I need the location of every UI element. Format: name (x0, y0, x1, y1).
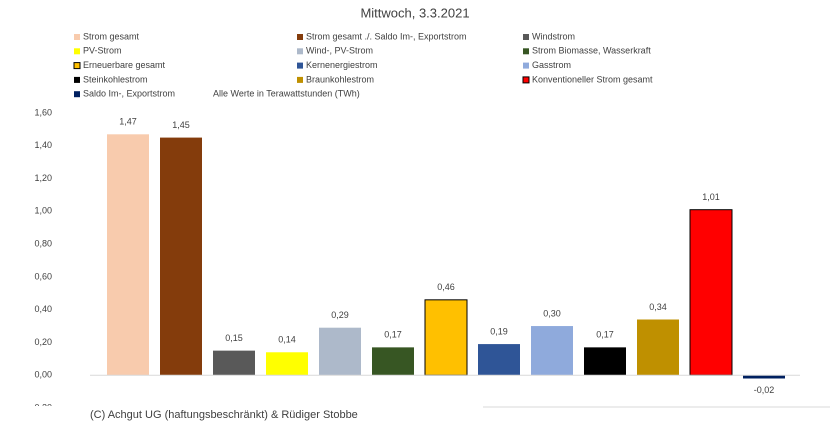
legend-swatch (522, 76, 530, 84)
bar (424, 299, 468, 376)
value-label: 1,45 (172, 120, 190, 130)
legend-label: Erneuerbare gesamt (83, 60, 166, 70)
legend-label: Konventioneller Strom gesamt (532, 74, 653, 84)
y-tick-label: 1,60 (34, 107, 52, 117)
legend-swatch (297, 48, 303, 55)
legend-label: Gasstrom (532, 60, 571, 70)
y-tick-label: 1,20 (34, 173, 52, 183)
bar (319, 327, 361, 376)
legend-label: Braunkohlestrom (306, 74, 374, 84)
legend-swatch (74, 48, 80, 55)
legend-swatch (523, 34, 529, 40)
value-label: 1,01 (702, 192, 720, 202)
legend-label: Saldo Im-, Exportstrom (83, 89, 175, 99)
bar (743, 375, 785, 379)
legend-swatch (523, 48, 529, 55)
legend-label: PV-Strom (83, 46, 122, 56)
bar (478, 344, 520, 376)
bar (213, 350, 255, 376)
legend-label: Wind-, PV-Strom (306, 46, 373, 56)
y-tick-label: 0,20 (34, 337, 52, 347)
legend-swatch (297, 34, 303, 40)
y-tick-label: 0,40 (34, 304, 52, 314)
y-tick-label: 0,60 (34, 271, 52, 281)
value-label: 1,47 (119, 117, 137, 127)
bar (689, 209, 733, 376)
y-tick-label: 1,40 (34, 140, 52, 150)
value-label: 0,17 (596, 330, 614, 340)
legend-swatch (74, 76, 80, 83)
value-label: 0,29 (331, 310, 349, 320)
value-label: 0,14 (278, 335, 296, 345)
bar (160, 137, 202, 376)
bar (531, 326, 573, 376)
value-label: 0,19 (490, 326, 508, 336)
y-axis: -0,20 0,00 0,20 0,40 0,60 0,80 1,00 1,20 1,40 1,6… (31, 107, 52, 412)
note: Alle Werte in Terawattstunden (TWh) (213, 88, 360, 98)
value-label: 0,17 (384, 330, 402, 340)
bar (107, 134, 149, 376)
bar (266, 352, 308, 376)
value-label: 0,30 (543, 308, 561, 318)
value-label: 0,34 (649, 302, 667, 312)
y-tick-label: -0,20 (31, 402, 52, 412)
legend-swatch (523, 62, 529, 69)
legend-swatch (297, 62, 303, 69)
value-label: 0,15 (225, 333, 243, 343)
chart-title: Mittwoch, 3.3.2021 (360, 5, 469, 20)
legend-label: Strom gesamt (83, 31, 140, 41)
y-tick-label: 1,00 (34, 206, 52, 216)
legend-swatch (74, 34, 80, 40)
legend-label: Steinkohlestrom (83, 74, 148, 84)
y-tick-label: 0,00 (34, 370, 52, 380)
y-tick-label: 0,80 (34, 238, 52, 248)
legend-label: Strom Biomasse, Wasserkraft (532, 46, 651, 56)
bar (372, 347, 414, 376)
bar (584, 347, 626, 376)
value-label: -0,02 (754, 385, 775, 395)
legend-label: Kernenergiestrom (306, 60, 378, 70)
footer: (C) Achgut UG (haftungsbeschränkt) & Rüd… (90, 409, 358, 421)
legend-label: Windstrom (532, 31, 575, 41)
legend-label: Strom gesamt ./. Saldo Im-, Exportstrom (306, 31, 467, 41)
legend-swatch (73, 62, 81, 70)
value-label: 0,46 (437, 282, 455, 292)
legend-swatch (297, 76, 303, 83)
bar (637, 319, 679, 376)
legend-swatch (74, 91, 80, 98)
